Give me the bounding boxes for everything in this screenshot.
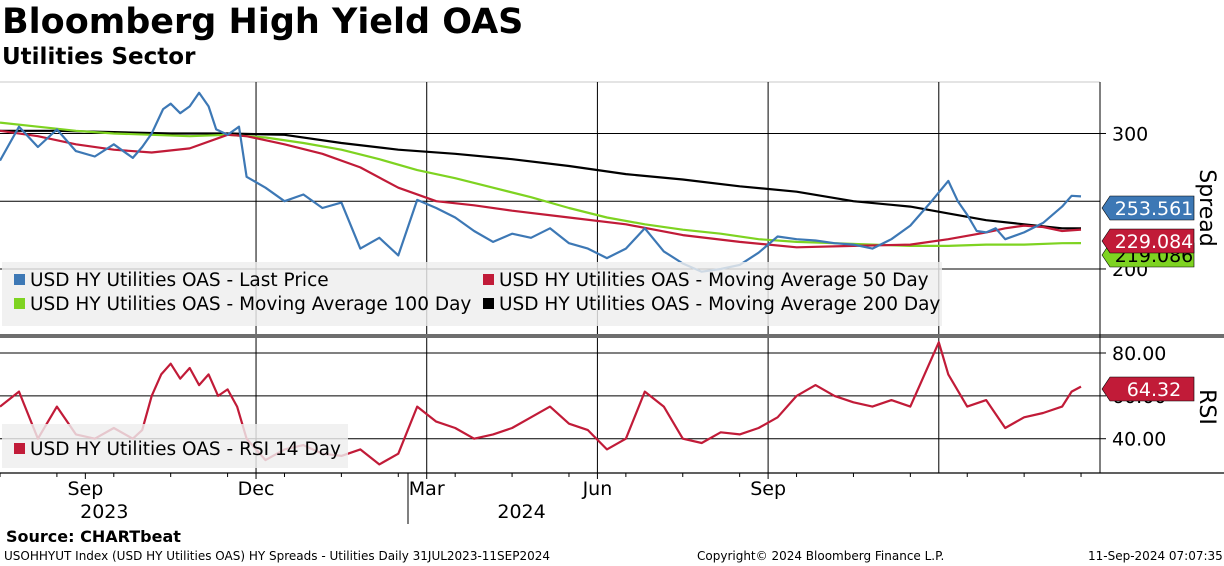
legend-layer: USD HY Utilities OAS - Last Price USD HY … [2, 262, 942, 468]
chart-title: Bloomberg High Yield OAS [2, 2, 524, 42]
last-value-label: 229.084 [1115, 231, 1194, 253]
last-value-flag [1101, 195, 1195, 221]
legend-label: USD HY Utilities OAS - Moving Average 10… [30, 294, 471, 315]
x-tick-label: Jun [582, 478, 613, 500]
legend-label: USD HY Utilities OAS - Moving Average 20… [499, 294, 940, 315]
last-value-label: 253.561 [1115, 198, 1194, 220]
x-tick-label: Mar [409, 478, 445, 500]
year-label: 2023 [80, 501, 128, 523]
chart-subtitle: Utilities Sector [2, 44, 196, 70]
series-line-ma50 [0, 129, 1082, 249]
panel-divider [0, 334, 1224, 338]
legend-swatch [14, 298, 25, 309]
axis-layer: 20030040.0060.0080.00SpreadRSI219.086253… [0, 123, 1219, 524]
ticker-info: USOHHYUT Index (USD HY Utilities OAS) HY… [4, 549, 551, 563]
timestamp: 11-Sep-2024 07:07:35 [1088, 549, 1223, 563]
year-label: 2024 [497, 501, 545, 523]
legend-label: USD HY Utilities OAS - Last Price [30, 270, 329, 291]
last-value-flag [1101, 228, 1195, 254]
series-line-ma100 [0, 121, 1082, 247]
rsi-axis-title: RSI [1194, 389, 1219, 425]
last-value-label: 64.32 [1127, 379, 1181, 401]
legend-label: USD HY Utilities OAS - Moving Average 50… [499, 270, 929, 291]
legend-swatch [14, 274, 25, 285]
last-value-flag [1101, 376, 1195, 402]
y-tick-label: 40.00 [1112, 429, 1166, 451]
legend-swatch [483, 274, 494, 285]
legend-label: USD HY Utilities OAS - RSI 14 Day [30, 439, 341, 460]
x-tick-label: Dec [238, 478, 275, 500]
y-tick-label: 80.00 [1112, 343, 1166, 365]
series-line-rsi14 [0, 341, 1082, 466]
series-line-last-price [0, 91, 1082, 273]
x-tick-label: Sep [67, 478, 103, 500]
x-tick-label: Sep [750, 478, 786, 500]
spread-axis-title: Spread [1194, 169, 1219, 246]
y-tick-label: 300 [1112, 123, 1148, 145]
copyright: Copyright© 2024 Bloomberg Finance L.P. [697, 549, 945, 563]
series-layer [0, 91, 1082, 466]
source-label: Source: CHARTbeat [6, 527, 181, 546]
rsi-legend-box [2, 424, 348, 468]
spread-legend-box [2, 262, 942, 326]
legend-swatch [483, 298, 494, 309]
legend-swatch [14, 443, 25, 454]
